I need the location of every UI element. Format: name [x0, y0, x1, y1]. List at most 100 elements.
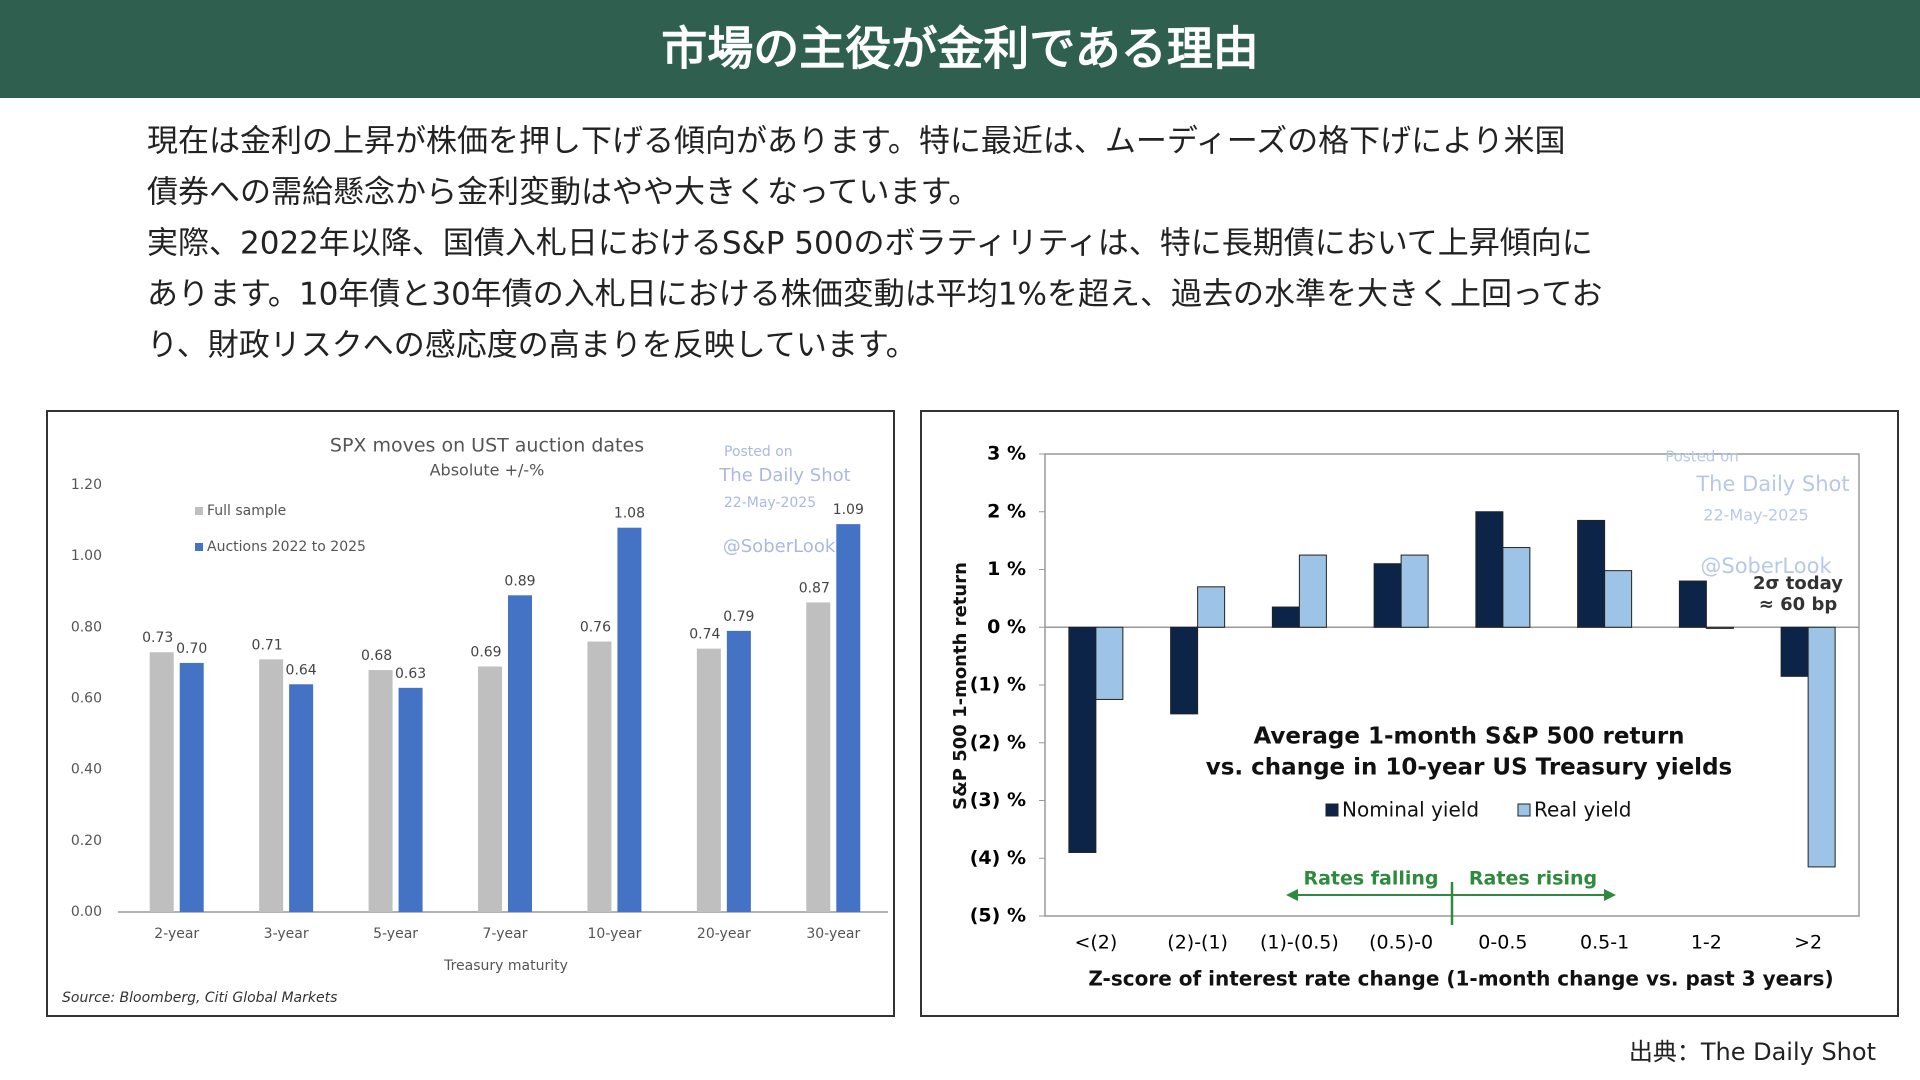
y-tick-label: (4) % — [970, 847, 1026, 869]
value-label: 1.08 — [614, 506, 645, 522]
watermark: Posted on — [1665, 448, 1739, 466]
bar — [1400, 554, 1429, 628]
y-tick-label: (1) % — [970, 674, 1026, 696]
value-label: 1.09 — [833, 502, 864, 518]
paragraph-line: あります。10年債と30年債の入札日における株価変動は平均1%を超え、過去の水準… — [147, 277, 1603, 313]
y-tick-label: 1 % — [987, 558, 1026, 580]
slide-title: 市場の主役が金利である理由 — [661, 22, 1259, 76]
value-label: 0.64 — [286, 662, 317, 678]
value-label: 0.71 — [252, 637, 283, 653]
bar — [1197, 586, 1226, 628]
x-tick-label: (0.5)-0 — [1369, 932, 1433, 954]
chart-title: Average 1-month S&P 500 return — [1253, 724, 1684, 750]
legend-swatch — [1517, 803, 1531, 817]
x-tick-label: 30-year — [806, 926, 860, 942]
bar — [1373, 563, 1402, 628]
watermark: The Daily Shot — [1695, 472, 1849, 496]
annotation: Rates rising — [1469, 868, 1597, 890]
arrow-head — [1286, 889, 1298, 901]
bar — [1298, 554, 1327, 628]
x-tick-label: 2-year — [154, 926, 199, 942]
bar — [587, 641, 612, 912]
legend-label: Auctions 2022 to 2025 — [207, 539, 366, 555]
paragraph-line: り、財政リスクへの感応度の高まりを反映しています。 — [147, 328, 917, 364]
bar — [726, 630, 751, 912]
bar — [1502, 547, 1531, 628]
bar — [696, 648, 721, 912]
y-tick-label: 3 % — [987, 443, 1026, 465]
bar — [1577, 519, 1606, 628]
paragraph-line: 現在は金利の上昇が株価を押し下げる傾向があります。特に最近は、ムーディーズの格下… — [147, 124, 1566, 160]
x-tick-label: <(2) — [1074, 932, 1117, 954]
bar — [1780, 626, 1809, 677]
value-label: 0.68 — [361, 648, 392, 664]
x-axis-label: Treasury maturity — [443, 958, 568, 974]
chart-subtitle: Absolute +/-% — [430, 461, 545, 480]
y-tick-label: 0.60 — [71, 691, 102, 707]
x-tick-label: (2)-(1) — [1167, 932, 1228, 954]
bar — [149, 652, 174, 912]
legend-swatch — [1325, 803, 1339, 817]
legend-label: Nominal yield — [1342, 798, 1479, 822]
watermark: 22-May-2025 — [1703, 506, 1808, 525]
source-note: 出典：The Daily Shot — [1629, 1038, 1876, 1066]
watermark: @SoberLook — [723, 536, 836, 557]
x-tick-label: 7-year — [483, 926, 528, 942]
y-tick-label: 0 % — [987, 616, 1026, 638]
x-axis-label: Z-score of interest rate change (1-month… — [1088, 967, 1833, 991]
value-label: 0.74 — [689, 627, 720, 643]
x-tick-label: (1)-(0.5) — [1260, 932, 1339, 954]
x-tick-label: >2 — [1794, 932, 1822, 954]
x-tick-label: 3-year — [264, 926, 309, 942]
header-bar — [0, 0, 1920, 98]
y-tick-label: 1.20 — [71, 477, 102, 493]
chart-title: vs. change in 10-year US Treasury yields — [1206, 755, 1732, 781]
bar — [1095, 626, 1124, 700]
value-label: 0.76 — [580, 620, 611, 636]
y-tick-label: (5) % — [970, 905, 1026, 927]
y-tick-label: 1.00 — [71, 548, 102, 564]
chart-frame — [920, 410, 1899, 1017]
paragraph-line: 債券への需給懸念から金利変動はやや大きくなっています。 — [147, 175, 979, 211]
bar — [1170, 626, 1199, 715]
x-tick-label: 20-year — [697, 926, 751, 942]
bar — [289, 684, 314, 912]
y-tick-label: 2 % — [987, 500, 1026, 522]
annotation: 2σ today — [1753, 573, 1843, 594]
bar — [806, 602, 831, 912]
bar — [1271, 606, 1300, 628]
bar — [617, 527, 642, 912]
y-tick-label: 0.00 — [71, 904, 102, 920]
bar — [1678, 580, 1707, 628]
chart-source: Source: Bloomberg, Citi Global Markets — [62, 990, 337, 1006]
y-tick-label: 0.40 — [71, 762, 102, 778]
watermark: The Daily Shot — [718, 465, 850, 486]
x-tick-label: 5-year — [373, 926, 418, 942]
legend-swatch — [195, 507, 203, 515]
legend-label: Full sample — [207, 503, 286, 519]
value-label: 0.89 — [504, 573, 535, 589]
bar — [1068, 626, 1097, 853]
value-label: 0.69 — [470, 644, 501, 660]
bar — [1807, 626, 1836, 868]
bar — [1475, 511, 1504, 628]
x-tick-label: 0-0.5 — [1478, 932, 1527, 954]
bar — [1705, 626, 1734, 629]
value-label: 0.63 — [395, 666, 426, 682]
value-label: 0.73 — [142, 630, 173, 646]
x-tick-label: 10-year — [587, 926, 641, 942]
watermark: 22-May-2025 — [724, 495, 816, 511]
bar — [508, 595, 532, 912]
watermark: @SoberLook — [1700, 554, 1832, 578]
annotation: Rates falling — [1303, 868, 1438, 890]
watermark: Posted on — [724, 444, 793, 460]
y-tick-label: (3) % — [970, 789, 1026, 811]
bar — [259, 659, 284, 912]
y-tick-label: 0.20 — [71, 833, 102, 849]
bar — [478, 666, 502, 912]
value-label: 0.70 — [176, 641, 207, 657]
bar — [1604, 570, 1633, 628]
x-tick-label: 0.5-1 — [1580, 932, 1629, 954]
